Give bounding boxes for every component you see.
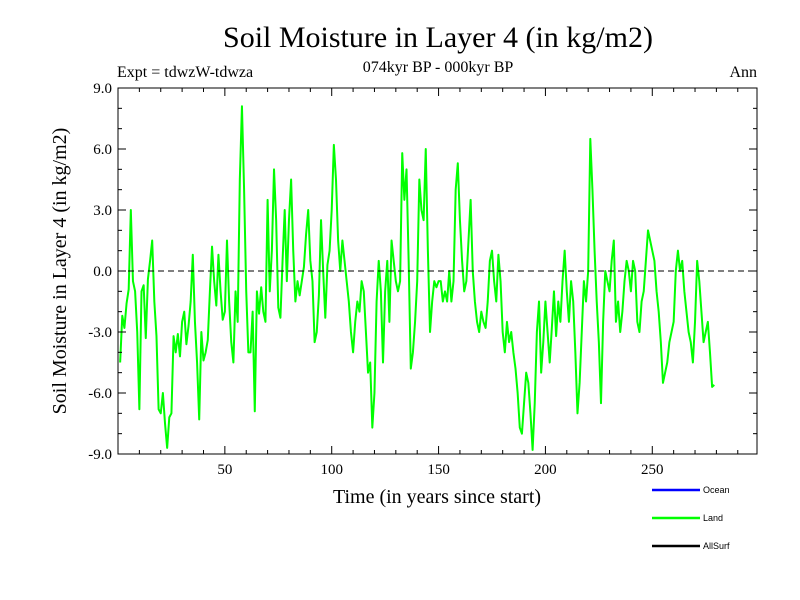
y-tick-label: -6.0 [88,386,112,402]
y-tick-label: -3.0 [88,325,112,341]
season-label: Ann [729,64,757,81]
legend: Ocean Land AllSurf [652,485,730,551]
series-line-land [119,105,715,451]
experiment-label: Expt = tdwzW-tdwza [117,64,253,81]
y-axis-label: Soil Moisture in Layer 4 (in kg/m2) [49,128,71,415]
y-tick-label: -9.0 [88,447,112,463]
legend-label-land: Land [703,513,723,523]
legend-label-allsurf: AllSurf [703,541,730,551]
y-tick-label: 9.0 [93,81,112,97]
x-tick-label: 250 [641,462,664,478]
y-tick-label: 6.0 [93,142,112,158]
x-tick-label: 200 [534,462,557,478]
x-axis-label: Time (in years since start) [333,486,541,508]
y-tick-label: 3.0 [93,203,112,219]
legend-label-ocean: Ocean [703,485,730,495]
x-tick-label: 50 [217,462,232,478]
chart-title: Soil Moisture in Layer 4 (in kg/m2) [223,21,653,54]
x-tick-label: 150 [427,462,450,478]
y-tick-label: 0.0 [93,264,112,280]
x-tick-label: 100 [320,462,343,478]
plot-area: 50 100 150 200 250 -9.0 -6.0 -3.0 0.0 3.0 6.0 9.0 [88,81,758,478]
chart-subtitle: 074kyr BP - 000kyr BP [363,59,514,76]
